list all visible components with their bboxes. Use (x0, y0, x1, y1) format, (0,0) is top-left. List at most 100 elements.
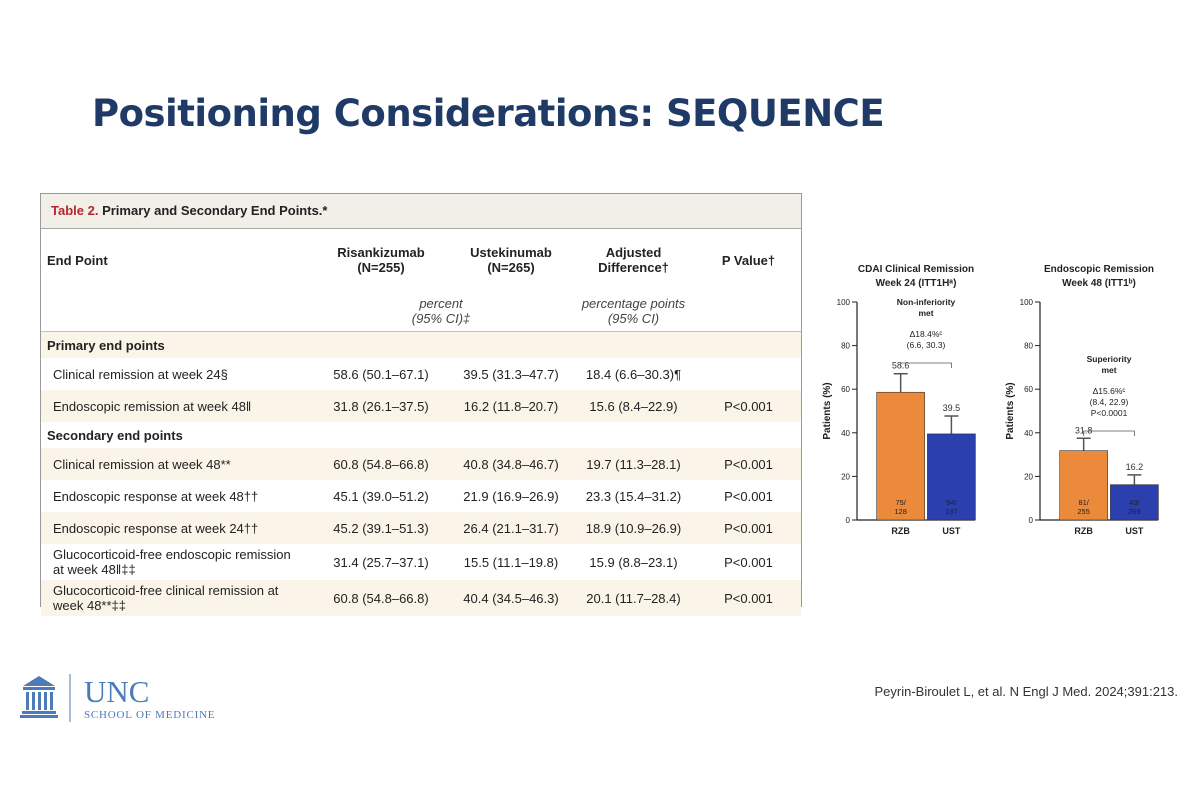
logo: UNC SCHOOL OF MEDICINE (20, 674, 215, 722)
logo-subtitle: SCHOOL OF MEDICINE (84, 709, 215, 721)
value-label: 16.2 (1126, 462, 1144, 472)
table-cell: 40.8 (34.8–46.7) (451, 448, 571, 480)
units-cell: percent (95% CI)‡ (311, 291, 571, 332)
table-row: Clinical remission at week 48** 60.8 (54.… (41, 448, 801, 480)
row-label: Clinical remission at week 48** (41, 448, 311, 480)
cell-line: (N=265) (487, 260, 535, 275)
table-row: Clinical remission at week 24§ 58.6 (50.1… (41, 358, 801, 390)
annotation: Superiority (1087, 354, 1132, 364)
table-row: Endoscopic remission at week 48‖ 31.8 (26… (41, 390, 801, 422)
column-header: Adjusted Difference† (571, 229, 696, 291)
table-cell: P<0.001 (696, 448, 801, 480)
units-cell: percentage points (95% CI) (571, 291, 696, 332)
table-cell: 60.8 (54.8–66.8) (311, 448, 451, 480)
value-label: 39.5 (943, 403, 961, 413)
y-tick-label: 40 (841, 429, 850, 438)
table-cell: 15.5 (11.1–19.8) (463, 554, 559, 570)
x-tick-label: UST (1125, 526, 1144, 536)
cell-line: (95% CI)‡ (411, 311, 471, 326)
y-tick-label: 40 (1024, 429, 1033, 438)
table-cell: 18.4 (6.6–30.3)¶ (585, 366, 682, 382)
table-cell: P<0.001 (696, 390, 801, 422)
section-row: Primary end points (41, 331, 801, 358)
y-tick-label: 20 (841, 472, 850, 481)
table-cell: P<0.001 (724, 488, 773, 504)
row-label: Endoscopic response at week 24†† (41, 512, 311, 544)
inner-label: 43/ (1129, 498, 1140, 507)
inner-label: 54/ (946, 498, 957, 507)
chart-title: Week 24 (ITT1Hᵃ) (876, 278, 957, 289)
citation: Peyrin-Biroulet L, et al. N Engl J Med. … (874, 684, 1178, 699)
cell-line: Difference† (598, 260, 669, 275)
inner-label: 255 (1077, 507, 1090, 516)
cell-line: Ustekinumab (470, 245, 552, 260)
chart-title: Endoscopic Remission (1044, 264, 1154, 275)
row-label: Glucocorticoid-free clinical remission a… (41, 580, 311, 616)
inner-label: 137 (945, 507, 958, 516)
inner-label: 81/ (1078, 498, 1089, 507)
section-heading: Primary end points (41, 331, 801, 358)
inner-label: 265 (1128, 507, 1141, 516)
bar (876, 391, 925, 521)
caption-label: Table 2. (51, 203, 99, 218)
cell-line: End Point (47, 252, 108, 268)
table-cell: 31.4 (25.7–37.1) (333, 554, 429, 570)
cell-line: percent (419, 296, 463, 311)
y-axis-label: Patients (%) (1005, 382, 1016, 439)
table-cell: 16.2 (11.8–20.7) (451, 390, 571, 422)
cell-line: (N=255) (357, 260, 405, 275)
slide-title: Positioning Considerations: SEQUENCE (92, 92, 885, 135)
column-header: P Value† (696, 229, 801, 291)
table-cell: 26.4 (21.1–31.7) (451, 512, 571, 544)
cell-line: Risankizumab (337, 245, 425, 260)
table-cell: 20.1 (11.7–28.4) (571, 580, 696, 616)
units-row: percent (95% CI)‡ percentage points (95% CI… (41, 291, 801, 332)
inner-label: 128 (894, 507, 907, 516)
table-cell: 31.8 (26.1–37.5) (311, 390, 451, 422)
cell-line: (95% CI) (607, 311, 660, 326)
table-row: Glucocorticoid-free endoscopic remission… (41, 544, 801, 580)
table-cell: 15.9 (8.8–23.1) (589, 554, 678, 570)
table-cell: 60.8 (54.8–66.8) (311, 580, 451, 616)
column-header: Risankizumab (N=255) (311, 229, 451, 291)
table-body: End Point Risankizumab (N=255) Ustekinumab(… (41, 229, 801, 616)
y-tick-label: 100 (837, 298, 851, 307)
y-tick-label: 0 (1029, 516, 1034, 525)
caption-text: Primary and Secondary End Points.* (102, 203, 328, 218)
row-label: Glucocorticoid-free endoscopic remission… (53, 547, 291, 577)
table-row: Endoscopic response at week 24†† 45.2 (39… (41, 512, 801, 544)
header-row: End Point Risankizumab (N=255) Ustekinumab(… (41, 229, 801, 291)
annotation: (8.4, 22.9) (1090, 397, 1129, 407)
table-cell: P<0.001 (696, 580, 801, 616)
x-tick-label: RZB (1074, 526, 1093, 536)
y-tick-label: 80 (841, 342, 850, 351)
x-tick-label: RZB (891, 526, 910, 536)
annotation: (6.6, 30.3) (907, 340, 946, 350)
annotation: P<0.0001 (1091, 408, 1128, 418)
y-tick-label: 60 (1024, 385, 1033, 394)
blank-cell (41, 291, 311, 332)
y-tick-label: 80 (1024, 342, 1033, 351)
table-cell: P<0.001 (724, 554, 773, 570)
annotation: Non-inferiority (897, 297, 956, 307)
table-cell: 45.2 (39.1–51.3) (311, 512, 451, 544)
row-label: Clinical remission at week 24§ (53, 366, 228, 382)
bar (1110, 484, 1159, 521)
row-label: Endoscopic response at week 48†† (53, 488, 259, 504)
bar (927, 433, 976, 521)
table: Table 2. Primary and Secondary End Point… (40, 193, 802, 616)
cell-line: P Value† (721, 252, 776, 268)
table-cell: 23.3 (15.4–31.2) (585, 488, 682, 504)
blank-cell (696, 291, 801, 332)
table-cell: 40.4 (34.5–46.3) (451, 580, 571, 616)
table-cell: 45.1 (39.0–51.2) (333, 488, 429, 504)
section-row: Secondary end points (41, 422, 801, 448)
row-label: Endoscopic remission at week 48‖ (41, 390, 311, 422)
table-cell: 18.9 (10.9–26.9) (571, 512, 696, 544)
y-axis-label: Patients (%) (822, 382, 833, 439)
table-caption: Table 2. Primary and Secondary End Point… (41, 194, 801, 229)
inner-label: 75/ (895, 498, 906, 507)
column-header: End Point (41, 229, 311, 291)
y-tick-label: 60 (841, 385, 850, 394)
